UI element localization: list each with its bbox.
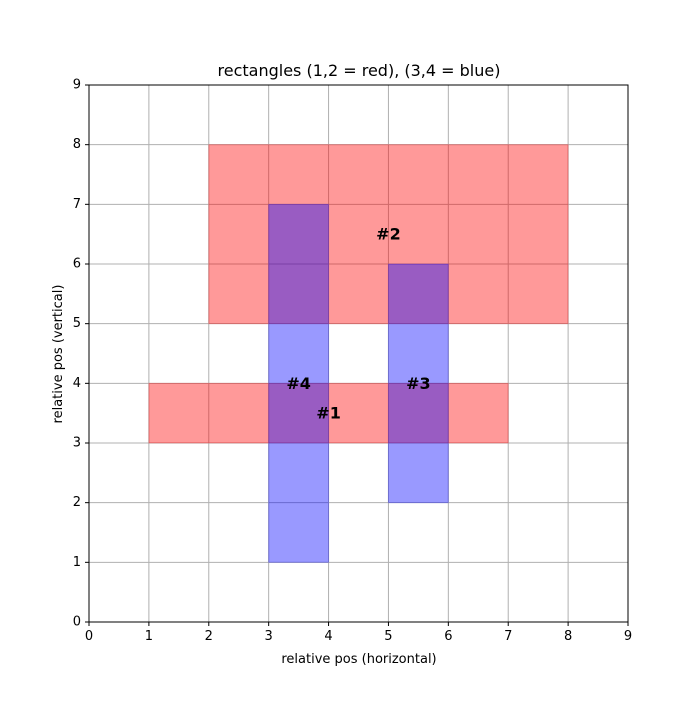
x-tick-label: 3	[265, 629, 273, 644]
y-tick-label: 2	[73, 495, 81, 510]
rectangles-layer	[148, 144, 569, 563]
x-tick-label: 8	[564, 629, 572, 644]
y-tick-label: 8	[73, 137, 81, 152]
y-tick-label: 6	[73, 257, 81, 272]
rectangle-2	[208, 144, 569, 325]
x-tick-label: 1	[145, 629, 153, 644]
y-tick-label: 0	[73, 615, 81, 630]
x-tick-label: 9	[624, 629, 632, 644]
rectangle-label-2: #2	[376, 225, 401, 244]
y-axis-label: relative pos (vertical)	[51, 285, 66, 424]
x-tick-label: 2	[205, 629, 213, 644]
x-tick-label: 5	[384, 629, 392, 644]
chart-title: rectangles (1,2 = red), (3,4 = blue)	[218, 61, 501, 80]
rectangle-4	[268, 203, 330, 563]
rectangle-label-1: #1	[316, 404, 341, 423]
rectangle-3	[387, 263, 449, 504]
y-tick-label: 1	[73, 555, 81, 570]
y-tick-label: 5	[73, 316, 81, 331]
rectangle-label-3: #3	[406, 374, 431, 393]
x-tick-label: 0	[85, 629, 93, 644]
y-tick-label: 7	[73, 197, 81, 212]
x-axis-label: relative pos (horizontal)	[281, 652, 436, 667]
y-tick-label: 9	[73, 78, 81, 93]
rectangle-1	[148, 382, 509, 444]
x-tick-label: 7	[504, 629, 512, 644]
rectangle-labels-layer: #1 #2 #3 #4	[286, 225, 430, 423]
ticks-layer: 0 1 2 3 4 5 6 7 8 9 0 1 2 3 4 5 6 7 8 9	[73, 78, 632, 645]
x-tick-label: 6	[444, 629, 452, 644]
y-tick-label: 4	[73, 376, 81, 391]
plot-frame	[88, 84, 629, 623]
y-tick-label: 3	[73, 436, 81, 451]
rectangle-label-4: #4	[286, 374, 311, 393]
x-tick-label: 4	[324, 629, 332, 644]
